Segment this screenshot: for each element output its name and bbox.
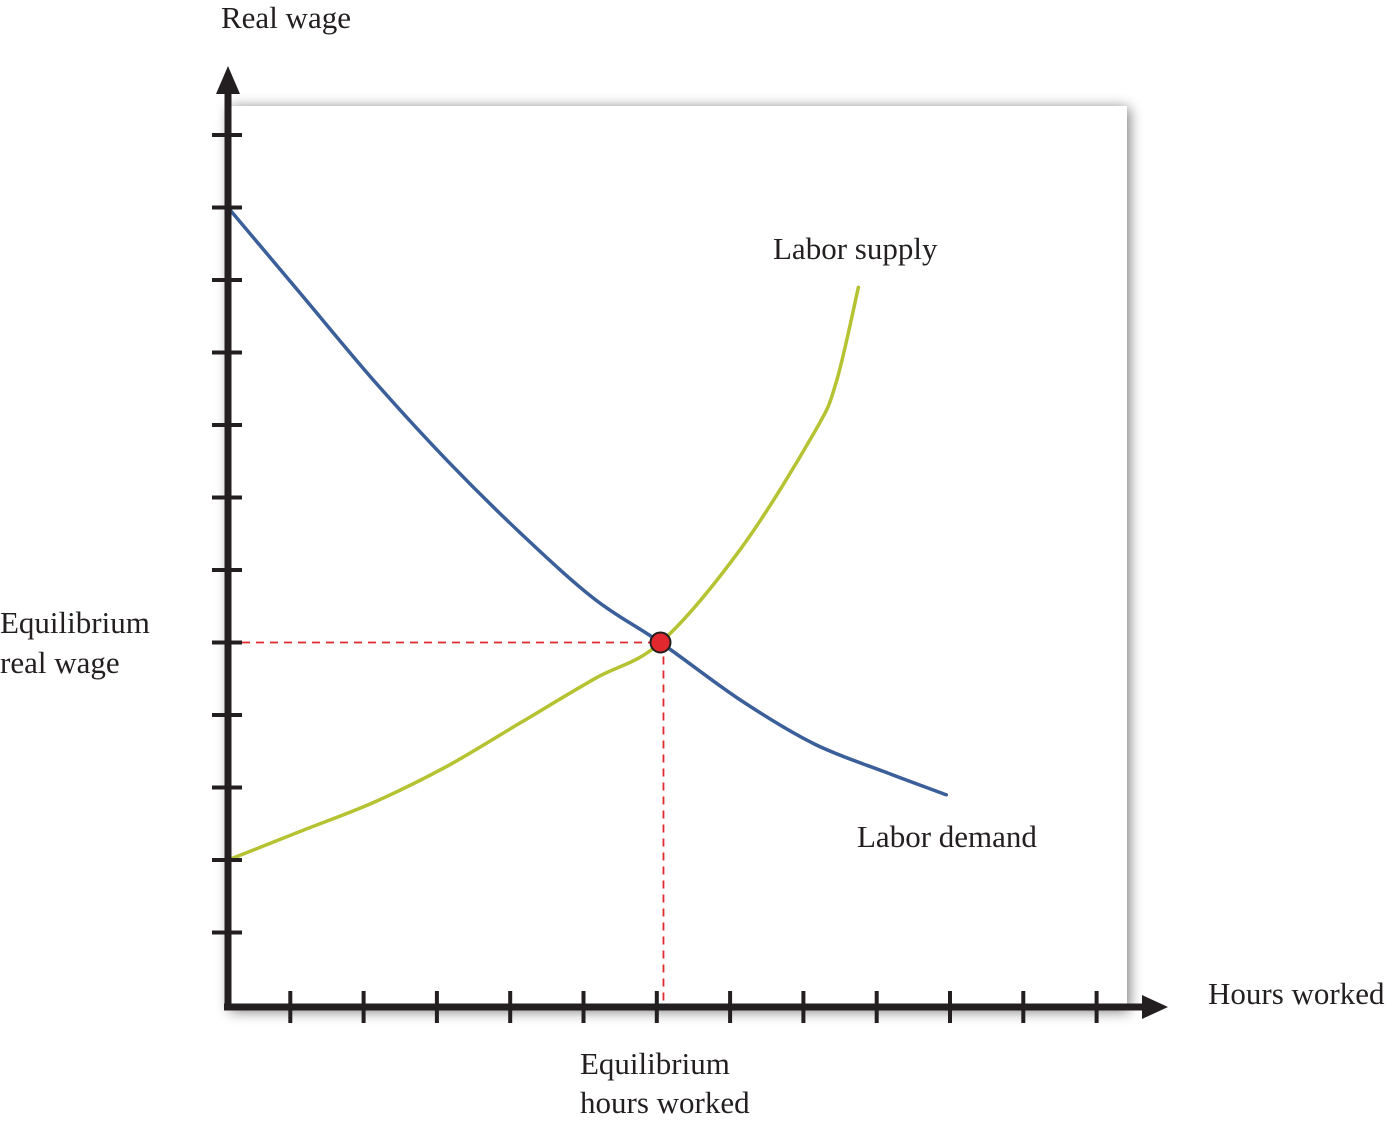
equilibrium-hours-label-line2: hours worked [580,1085,750,1120]
equilibrium-hours-label-line1: Equilibrium [580,1046,730,1081]
labor-supply-curve [226,285,861,862]
y-axis-label: Real wage [221,0,351,35]
equilibrium-wage-label-line2: real wage [0,645,120,680]
equilibrium-guides [228,641,665,1005]
x-axis-label: Hours worked [1208,976,1385,1011]
labor-demand-curve [226,205,949,797]
curves [226,205,949,862]
equilibrium-point [649,631,672,654]
plot-area [228,106,1127,1009]
labor-supply-label: Labor supply [773,231,938,266]
axes [212,66,1168,1023]
y-axis-arrowhead [216,66,240,94]
equilibrium-wage-label-line1: Equilibrium [0,605,150,640]
x-axis-arrowhead [1142,995,1168,1019]
equilibrium-marker-group [649,631,672,654]
labor-demand-label: Labor demand [857,819,1037,854]
